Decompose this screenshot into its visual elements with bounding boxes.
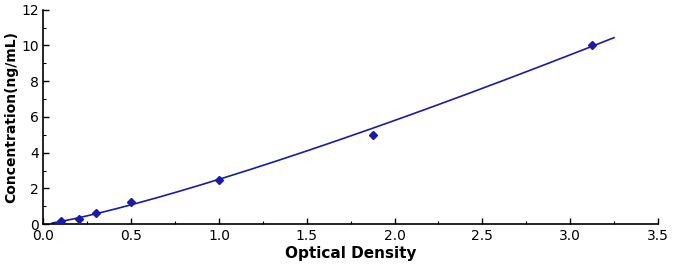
Y-axis label: Concentration(ng/mL): Concentration(ng/mL): [4, 31, 18, 203]
X-axis label: Optical Density: Optical Density: [285, 246, 417, 261]
